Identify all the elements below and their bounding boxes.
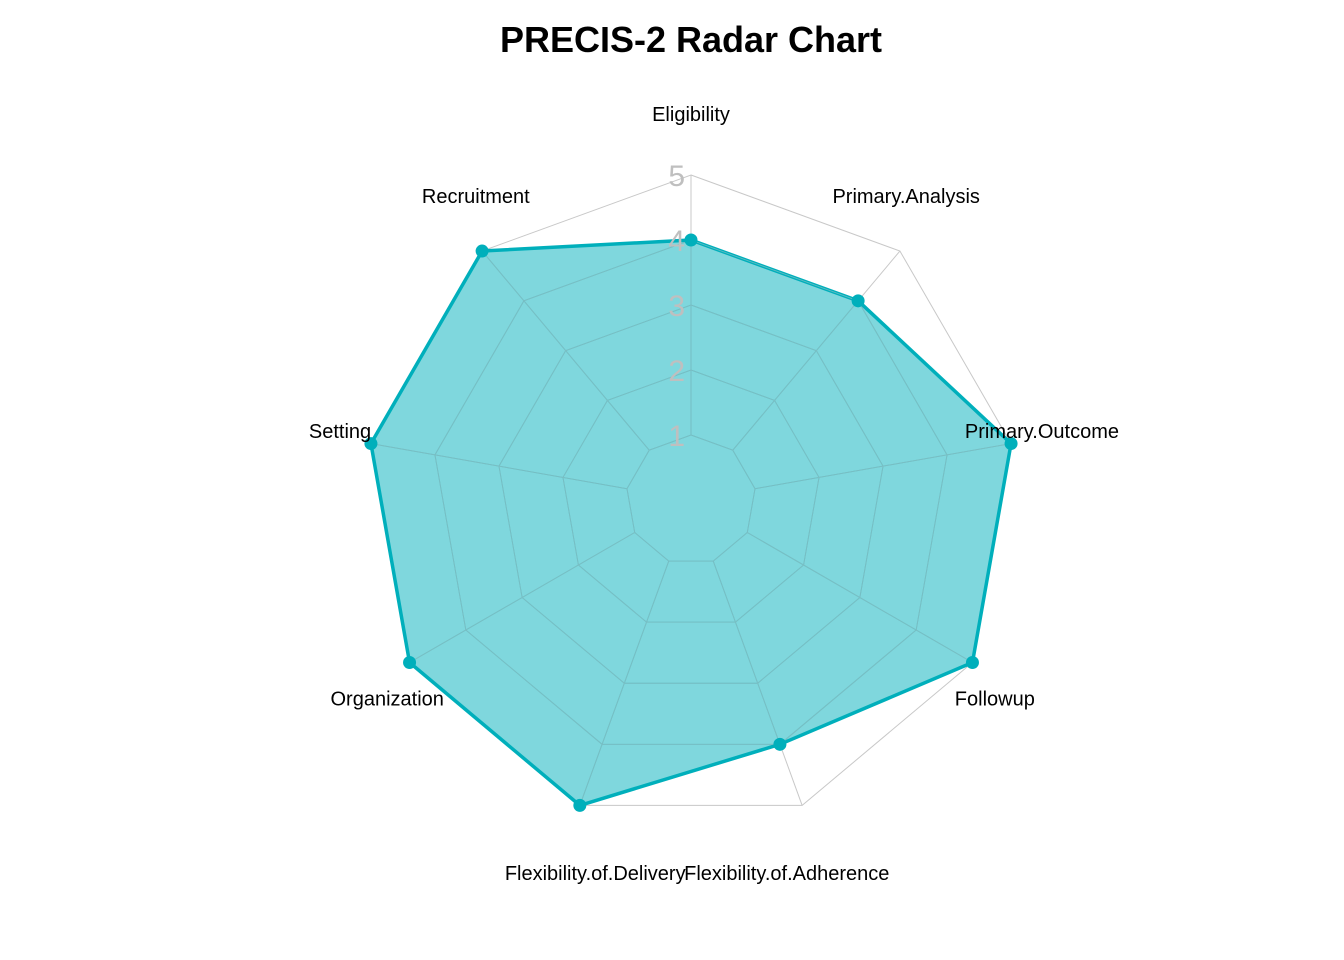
grid-inner-spoke-8 [481, 250, 650, 451]
grid-inner-spoke-6 [409, 532, 635, 663]
axis-label-primary-outcome: Primary.Outcome [965, 421, 1119, 443]
tick-layer: 1 2 3 4 5 [668, 160, 685, 453]
data-point-flexibility-of-adherence [773, 737, 787, 751]
grid-inner-spoke-2 [754, 443, 1012, 490]
label-layer: Eligibility Primary.Analysis Primary.Outco… [309, 104, 1119, 885]
grid-inner-ring-3 [498, 304, 884, 684]
grid-inner-spoke-3 [747, 532, 973, 663]
axis-label-flexibility-of-adherence: Flexibility.of.Adherence [684, 863, 889, 885]
chart-title: PRECIS-2 Radar Chart [500, 19, 882, 60]
grid-inner-spoke-7 [370, 443, 628, 490]
data-point-flexibility-of-delivery [573, 798, 587, 812]
grid-inner-spoke-5 [579, 560, 670, 806]
data-layer [364, 233, 1018, 812]
axis-label-followup: Followup [955, 689, 1035, 711]
data-point-followup [965, 656, 979, 669]
tick-label-5: 5 [668, 160, 685, 193]
axis-label-eligibility: Eligibility [652, 104, 730, 126]
data-point-primary-outcome [1004, 437, 1018, 451]
grid-inner-ring-2 [562, 369, 820, 623]
tick-label-2: 2 [668, 355, 685, 388]
tick-label-1: 1 [668, 420, 685, 453]
data-point-setting [364, 437, 378, 451]
grid-overlay [370, 239, 1012, 806]
data-point-recruitment [475, 244, 489, 258]
axis-label-organization: Organization [330, 689, 443, 711]
axis-label-primary-analysis: Primary.Analysis [832, 186, 979, 208]
series-area [369, 238, 1013, 808]
axis-label-recruitment: Recruitment [422, 186, 530, 208]
data-point-primary-analysis [851, 294, 865, 308]
grid-inner-spoke-4 [712, 560, 781, 745]
grid-inner-spoke-1 [732, 300, 859, 451]
data-point-eligibility [684, 233, 698, 247]
axis-label-flexibility-of-delivery: Flexibility.of.Delivery [505, 863, 686, 885]
grid-inner-ring-1 [626, 434, 756, 562]
data-point-organization [403, 656, 417, 669]
tick-label-4: 4 [668, 225, 685, 258]
axis-label-setting: Setting [309, 421, 371, 443]
grid-inner-ring-4 [434, 239, 948, 745]
tick-label-3: 3 [668, 290, 685, 323]
